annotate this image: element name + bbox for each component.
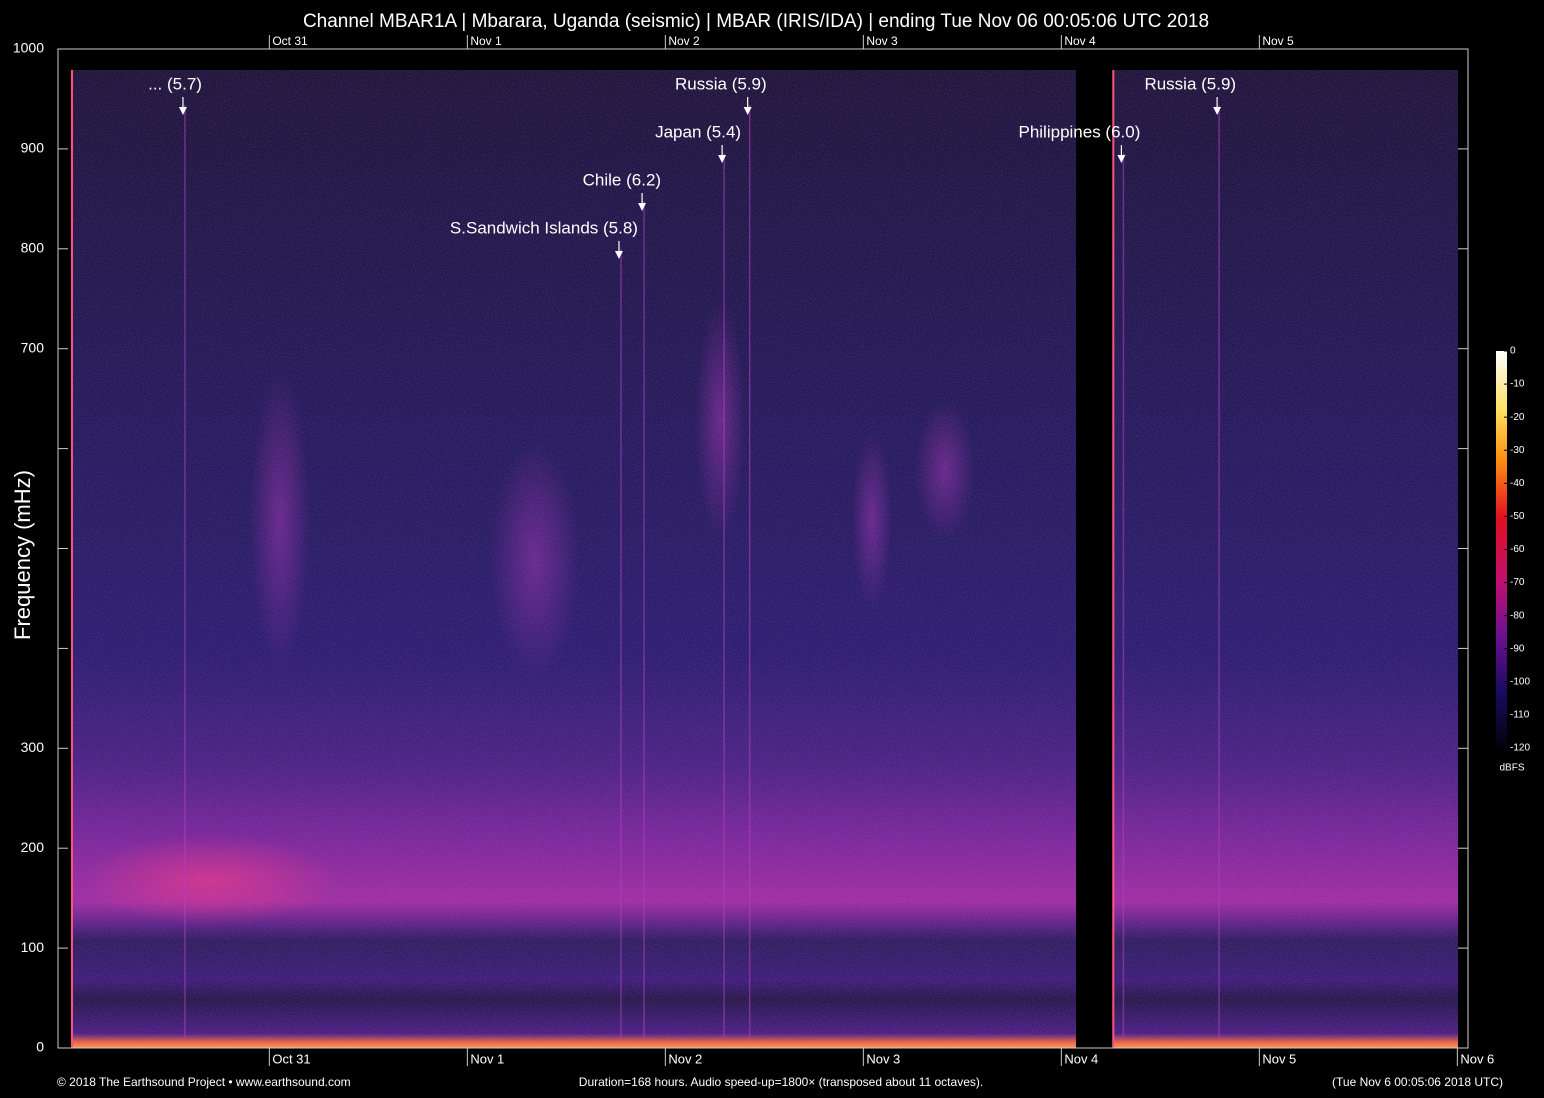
y-tick-label: 800: [21, 240, 45, 256]
colorbar-tick-label: -110: [1510, 710, 1530, 721]
colorbar-tick-label: 0: [1510, 346, 1516, 357]
chart-title: Channel MBAR1A | Mbarara, Uganda (seismi…: [303, 11, 1209, 32]
annotation-arrowhead: [1117, 155, 1126, 163]
colorbar-tick-label: -80: [1510, 610, 1525, 621]
y-axis-label: Frequency (mHz): [10, 470, 35, 640]
colorbar-tick-label: -30: [1510, 445, 1525, 456]
x-tick-label-top: Nov 5: [1262, 34, 1294, 48]
annotation-label: Japan (5.4): [655, 122, 741, 141]
x-tick-label-top: Oct 31: [272, 34, 308, 48]
annotation-arrowhead: [638, 203, 647, 211]
annotation-arrowhead: [743, 107, 752, 115]
y-tick-label: 100: [21, 939, 45, 955]
colorbar-tick-label: -60: [1510, 544, 1525, 555]
x-tick-label-top: Nov 4: [1064, 34, 1096, 48]
y-tick-label: 300: [21, 739, 45, 755]
footer-left: © 2018 The Earthsound Project • www.eart…: [57, 1075, 351, 1089]
spectrogram: [71, 70, 1458, 1048]
texture: [72, 70, 1458, 1048]
annotation-label: Philippines (6.0): [1018, 122, 1140, 141]
x-tick-label: Nov 6: [1460, 1051, 1494, 1066]
annotation-label: Russia (5.9): [675, 74, 767, 93]
x-tick-label: Nov 4: [1064, 1051, 1098, 1066]
annotation-arrowhead: [1213, 107, 1222, 115]
annotation-label: Russia (5.9): [1144, 74, 1236, 93]
colorbar: [1496, 351, 1507, 748]
annotation-label: ... (5.7): [148, 74, 202, 93]
annotation-arrowhead: [614, 251, 623, 259]
y-tick-label: 200: [21, 839, 45, 855]
annotation-label: S.Sandwich Islands (5.8): [450, 218, 638, 237]
x-tick-label-top: Nov 2: [668, 34, 700, 48]
x-tick-label: Oct 31: [272, 1051, 310, 1066]
colorbar-tick-label: -20: [1510, 412, 1525, 423]
data-gap: [1076, 70, 1113, 1048]
annotation-arrowhead: [718, 155, 727, 163]
colorbar-tick-label: -90: [1510, 643, 1525, 654]
x-tick-label-top: Nov 1: [470, 34, 502, 48]
colorbar-tick-label: -100: [1510, 676, 1530, 687]
colorbar-label: dBFS: [1499, 763, 1524, 774]
y-tick-label: 900: [21, 140, 45, 156]
colorbar-tick-label: -50: [1510, 511, 1525, 522]
x-tick-label: Nov 2: [668, 1051, 702, 1066]
footer-center: Duration=168 hours. Audio speed-up=1800×…: [579, 1075, 983, 1089]
x-tick-label: Nov 1: [470, 1051, 504, 1066]
y-tick-label: 1000: [13, 40, 44, 56]
footer-right: (Tue Nov 6 00:05:06 2018 UTC): [1332, 1075, 1503, 1089]
colorbar-tick-label: -70: [1510, 577, 1525, 588]
annotation-arrowhead: [178, 107, 187, 115]
colorbar-tick-label: -10: [1510, 379, 1525, 390]
colorbar-tick-label: -40: [1510, 478, 1525, 489]
y-tick-label: 700: [21, 339, 45, 355]
colorbar-tick-label: -120: [1510, 743, 1530, 754]
x-tick-label: Nov 5: [1262, 1051, 1296, 1066]
x-tick-label: Nov 3: [866, 1051, 900, 1066]
y-tick-label: 0: [36, 1039, 44, 1055]
x-tick-label-top: Nov 3: [866, 34, 898, 48]
annotation-label: Chile (6.2): [583, 170, 661, 189]
